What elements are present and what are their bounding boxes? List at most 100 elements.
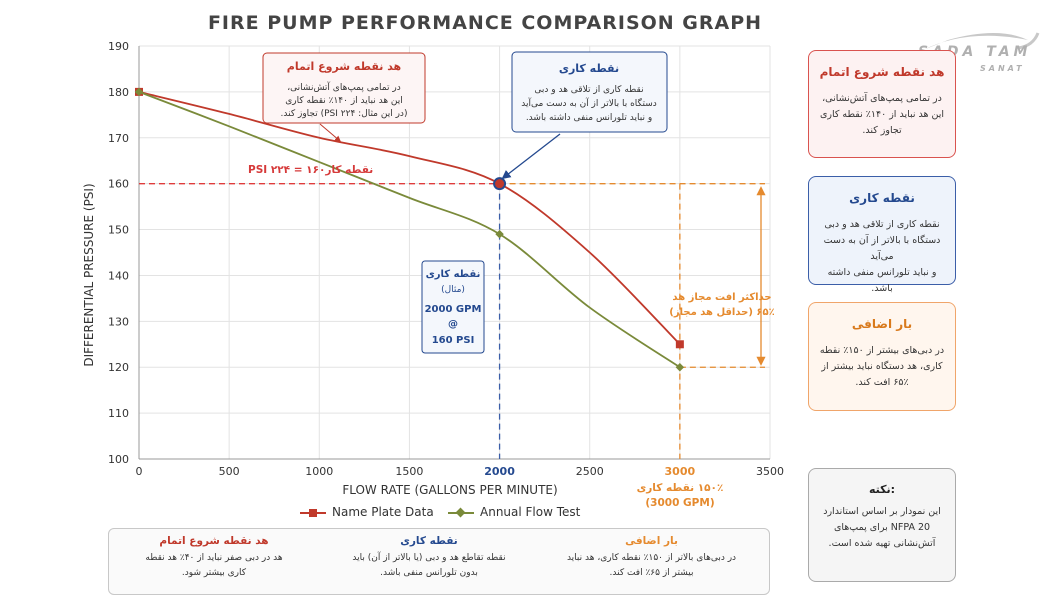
rated-callout-arrow [501, 133, 561, 180]
card-line: دستگاه با بالاتر از آن به دست می‌آید [823, 235, 941, 262]
summary-line: بیشتر از ۶۵٪ افت کند. [609, 568, 694, 578]
summary-title: نقطه کاری [400, 535, 458, 547]
chart-series [134, 87, 685, 372]
annual-flow-point [675, 362, 685, 372]
y-axis-title: DIFFERENTIAL PRESSURE (PSI) [82, 183, 96, 366]
legend-label: Name Plate Data [332, 505, 434, 519]
shutoff-callout-arrow [319, 123, 341, 142]
example-title: نقطه کاری [426, 269, 481, 280]
card-line: این هد نباید از ۱۴۰٪ نقطه کاری [819, 109, 945, 120]
rated-callout-line: و نباید تلورانس منفی داشته باشد. [526, 113, 652, 123]
x-tick-label: 500 [219, 465, 240, 478]
name-plate-line [138, 91, 681, 345]
x-tick-label: 0 [136, 465, 143, 478]
rated-card-body: نقطه کاری از تلاقی هد و دبی دستگاه با با… [817, 217, 947, 297]
shutoff-callout-line: در تمامی پمپ‌های آتش‌نشانی، [287, 81, 400, 93]
example-sub: (مثال) [441, 285, 465, 295]
reference-lines [139, 183, 765, 459]
card-line: نقطه کاری از تلاقی هد و دبی [824, 219, 940, 230]
summary-title: بار اضافی [625, 535, 678, 547]
note-card-title: نکته: [868, 483, 896, 496]
y-tick-label: 100 [108, 453, 129, 466]
shutoff-callout-line: (در این مثال: ۲۲۴ PSI) تجاوز کند. [281, 109, 408, 119]
rated-callout: نقطه کاری نقطه کاری از تلاقی هد و دبی دس… [501, 51, 668, 180]
summary-panel: هد نقطه شروع اتمام هد در دبی صفر نباید ا… [108, 528, 770, 595]
y-tick-label: 140 [108, 269, 129, 282]
y-tick-label: 130 [108, 315, 129, 328]
overload-card-title: بار اضافی [851, 317, 913, 331]
summary-title: هد نقطه شروع اتمام [159, 535, 269, 547]
x-tick-label: 3000 [665, 465, 696, 478]
card-line: این نمودار بر اساس استاندارد [823, 506, 941, 517]
card-line: NFPA 20 برای پمپ‌های [833, 522, 931, 533]
summary-line: بدون تلورانس منفی باشد. [380, 568, 478, 578]
x-tick-label: 1500 [395, 465, 423, 478]
overload-card: بار اضافی در دبی‌های بیشتر از ۱۵۰٪ نقطه … [808, 302, 956, 411]
rated-callout-line: دستگاه با بالاتر از آن به دست می‌آید [521, 97, 657, 109]
example-at: @ [448, 319, 458, 330]
overload-flow-line2: (3000 GPM) [645, 497, 714, 509]
rated-callout-line: نقطه کاری از تلاقی هد و دبی [534, 85, 643, 95]
rated-point-marker [493, 177, 507, 191]
square-marker-icon [309, 509, 317, 517]
summary-line: نقطه تقاطع هد و دبی (یا بالاتر از آن) با… [352, 553, 506, 563]
summary-shutoff: هد نقطه شروع اتمام هد در دبی صفر نباید ا… [114, 535, 314, 581]
card-line: آتش‌نشانی تهیه شده است. [828, 538, 936, 549]
chart-title: FIRE PUMP PERFORMANCE COMPARISON GRAPH [207, 12, 763, 34]
summary-body: هد در دبی صفر نباید از ۴۰٪ هد نقطه کاری … [114, 551, 314, 581]
legend-label: Annual Flow Test [480, 505, 581, 519]
y-tick-label: 120 [108, 361, 129, 374]
rated-card-title: نقطه کاری [849, 191, 915, 205]
summary-line: کاری بیشتر شود. [181, 568, 247, 578]
shutoff-card-body: در تمامی پمپ‌های آتش‌نشانی، این هد نباید… [817, 91, 947, 139]
example-flow: 2000 GPM [425, 304, 482, 315]
summary-body: در دبی‌های بالاتر از ۱۵۰٪ نقطه کاری، هد … [539, 551, 764, 581]
shutoff-callout-title: هد نقطه شروع اتمام [287, 60, 401, 73]
chart-grid [138, 45, 771, 460]
logo-swoosh-icon [923, 32, 1040, 50]
chart-axes: 0 500 1000 1500 2000 2500 3000 3500 100 110 120 130… [108, 40, 784, 478]
annual-flow-point [134, 87, 144, 97]
card-line: و نباید تلورانس منفی داشته باشد. [827, 267, 937, 294]
note-card: نکته: این نمودار بر اساس استاندارد NFPA … [808, 468, 956, 582]
summary-line: در دبی‌های بالاتر از ۱۵۰٪ نقطه کاری، هد … [566, 553, 737, 563]
y-tick-label: 180 [108, 86, 129, 99]
annual-flow-point [495, 229, 504, 239]
y-tick-label: 160 [108, 178, 129, 191]
summary-line: هد در دبی صفر نباید از ۴۰٪ هد نقطه [145, 553, 283, 563]
card-line: ۶۵٪ افت کند. [855, 377, 909, 388]
x-tick-label: 2500 [576, 465, 604, 478]
shutoff-callout: هد نقطه شروع اتمام در تمامی پمپ‌های آتش‌… [262, 52, 426, 142]
card-line: در دبی‌های بیشتر از ۱۵۰٪ نقطه [819, 345, 945, 356]
max-drop-line1: حداکثر افت مجاز هد [672, 292, 771, 303]
card-line: تجاوز کند. [862, 125, 902, 136]
note-card-body: این نمودار بر اساس استاندارد NFPA 20 برا… [817, 504, 947, 552]
rated-callout-title: نقطه کاری [559, 62, 619, 75]
y-tick-label: 150 [108, 224, 129, 237]
annual-flow-line [138, 91, 681, 368]
shutoff-card-title: هد نقطه شروع اتمام [819, 65, 945, 79]
logo-sub-text: SANAT [980, 64, 1025, 73]
summary-body: نقطه تقاطع هد و دبی (یا بالاتر از آن) با… [329, 551, 529, 581]
card-line: در تمامی پمپ‌های آتش‌نشانی، [822, 93, 942, 104]
name-plate-point [675, 340, 684, 349]
overload-card-body: در دبی‌های بیشتر از ۱۵۰٪ نقطه کاری، هد د… [817, 343, 947, 391]
y-tick-label: 110 [108, 407, 129, 420]
overload-flow-line1: ۱۵۰٪ نقطه کاری [637, 482, 724, 494]
x-tick-label: 2000 [484, 465, 515, 478]
rated-pressure-label: نقطه کار۱۶۰ = ۲۲۴ PSI [248, 164, 373, 176]
y-tick-label: 190 [108, 40, 129, 53]
x-tick-label: 3500 [756, 465, 784, 478]
x-axis-title: FLOW RATE (GALLONS PER MINUTE) [342, 483, 557, 497]
shutoff-card: هد نقطه شروع اتمام در تمامی پمپ‌های آتش‌… [808, 50, 956, 158]
rated-card: نقطه کاری نقطه کاری از تلاقی هد و دبی دس… [808, 176, 956, 294]
example-box: نقطه کاری (مثال) 2000 GPM @ 160 PSI [421, 260, 485, 354]
shutoff-callout-line: این هد نباید از ۱۴۰٪ نقطه کاری [285, 96, 403, 106]
card-line: کاری، هد دستگاه نباید بیشتر از [821, 361, 943, 372]
summary-overload: بار اضافی در دبی‌های بالاتر از ۱۵۰٪ نقطه… [539, 535, 764, 581]
summary-rated: نقطه کاری نقطه تقاطع هد و دبی (یا بالاتر… [329, 535, 529, 581]
example-pressure: 160 PSI [432, 335, 475, 346]
x-tick-label: 1000 [305, 465, 333, 478]
y-tick-label: 170 [108, 132, 129, 145]
